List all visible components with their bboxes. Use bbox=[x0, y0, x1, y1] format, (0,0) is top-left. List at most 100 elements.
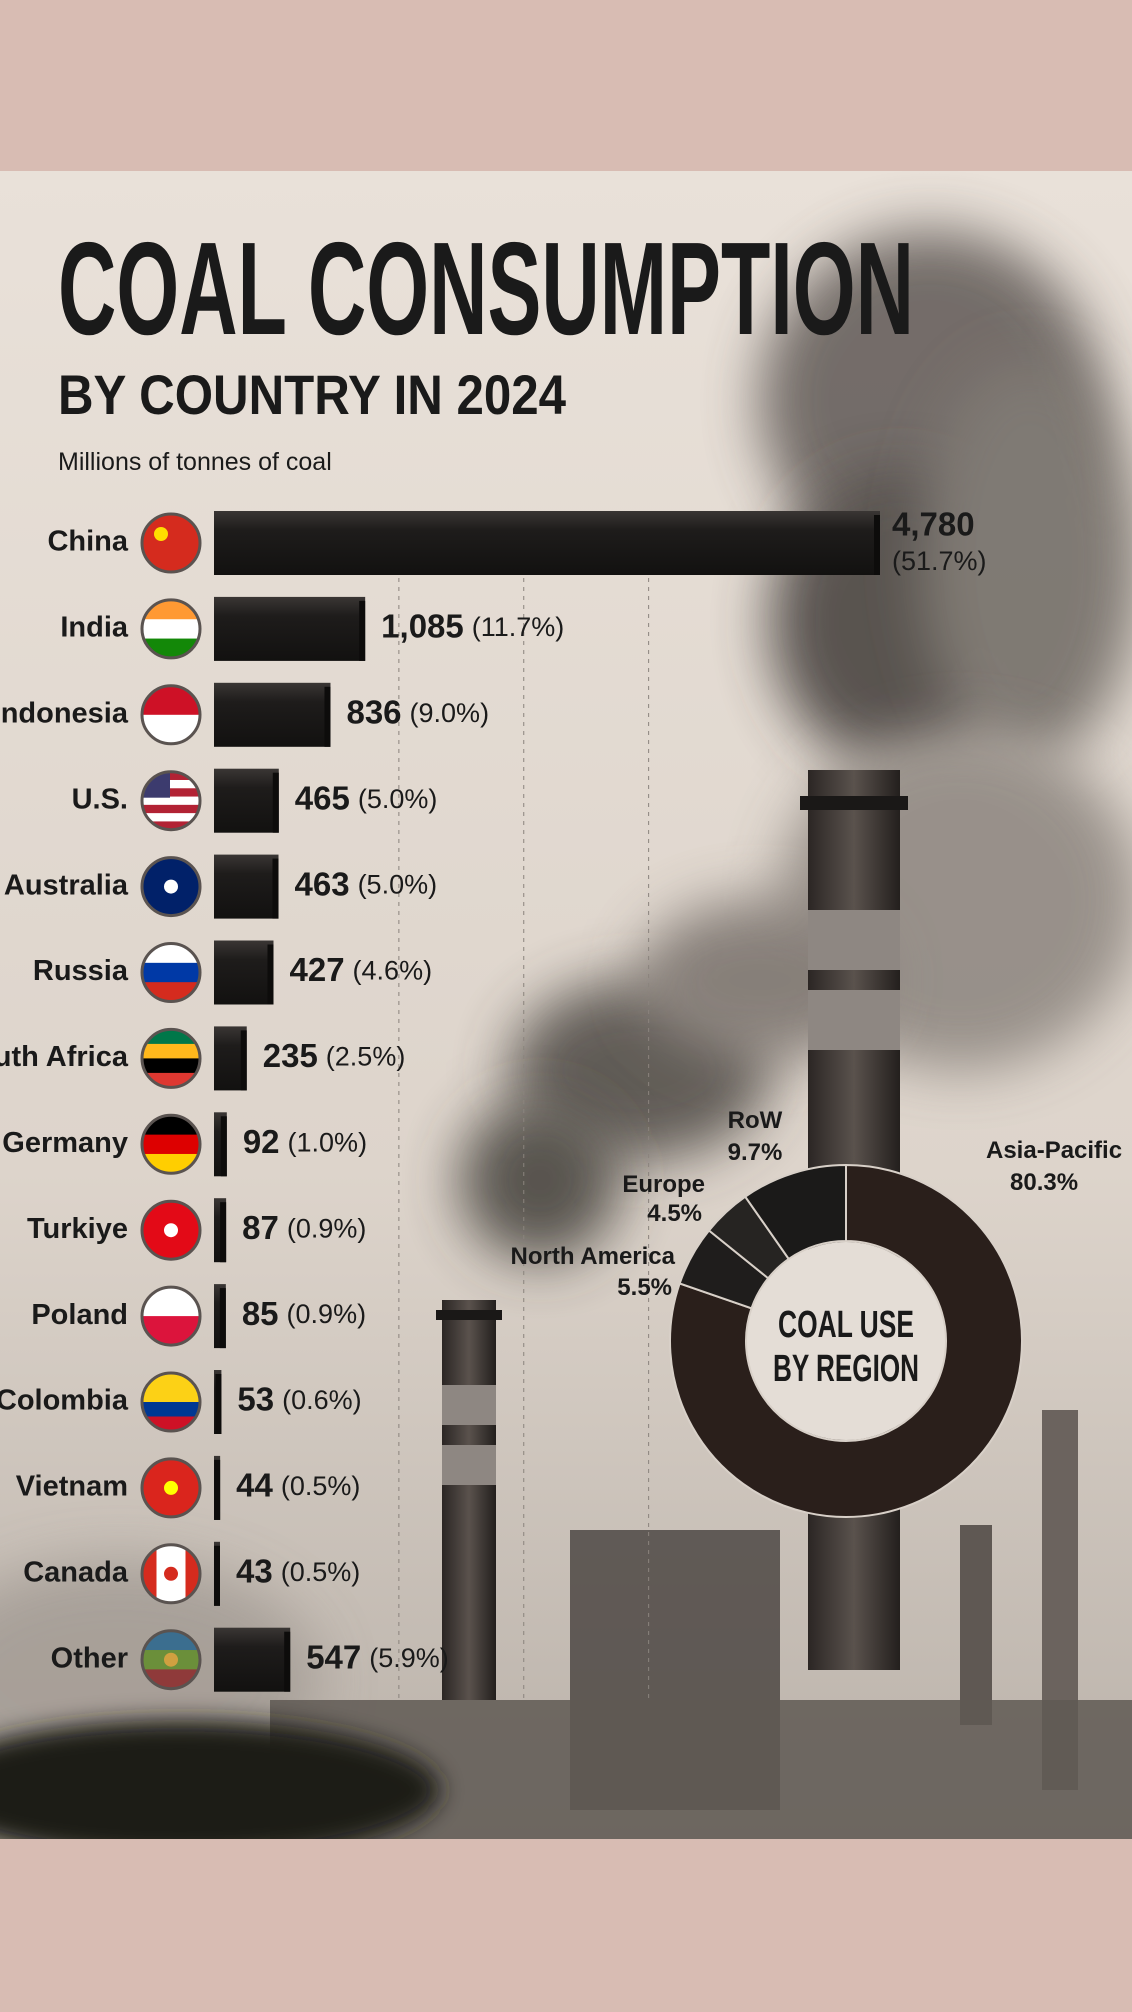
flag-stripe bbox=[142, 1387, 200, 1403]
share-label: (0.9%) bbox=[287, 1299, 367, 1329]
segment-name: RoW bbox=[728, 1107, 783, 1134]
share-label: (4.6%) bbox=[353, 956, 433, 986]
category-label: Turkiye bbox=[27, 1213, 128, 1245]
category-label: China bbox=[47, 526, 128, 558]
donut-title: BY REGION bbox=[773, 1348, 919, 1390]
flag-stripe bbox=[142, 804, 200, 814]
flag-emblem bbox=[154, 527, 168, 541]
flag-rim bbox=[140, 1629, 202, 1691]
flag-rim bbox=[140, 1113, 202, 1175]
flag-rim bbox=[140, 942, 202, 1003]
bar-edge bbox=[874, 515, 880, 575]
value-label: 43 bbox=[236, 1553, 273, 1590]
flag-icon bbox=[140, 1371, 202, 1433]
value-label: 92 bbox=[243, 1123, 280, 1160]
flag-rim bbox=[140, 1457, 202, 1519]
flag-icon bbox=[140, 1027, 202, 1089]
chart-subtitle: BY COUNTRY IN 2024 bbox=[58, 363, 566, 426]
bar-edge bbox=[220, 1116, 227, 1177]
share-label: (0.6%) bbox=[282, 1385, 362, 1415]
category-label: Indonesia bbox=[0, 697, 129, 729]
factory bbox=[0, 770, 1132, 1860]
share-label: (51.7%) bbox=[892, 546, 987, 576]
flag-emblem bbox=[164, 1566, 178, 1581]
value-label: 53 bbox=[237, 1381, 274, 1418]
bar bbox=[214, 854, 279, 919]
flag-emblem bbox=[164, 1480, 178, 1495]
donut-segment bbox=[743, 1163, 847, 1261]
flag-icon bbox=[140, 942, 202, 1003]
flag-stripe bbox=[142, 1402, 200, 1417]
value-label: 44 bbox=[236, 1467, 273, 1504]
value-label: 547 bbox=[306, 1638, 361, 1675]
segment-value: 4.5% bbox=[647, 1200, 702, 1227]
flag-stripe bbox=[142, 779, 200, 789]
bar-edge bbox=[272, 772, 279, 833]
flag-stripe bbox=[142, 619, 200, 640]
flag-icon bbox=[140, 1285, 202, 1347]
category-label: Vietnam bbox=[16, 1471, 128, 1503]
flag-emblem bbox=[164, 1223, 178, 1238]
category-label: Colombia bbox=[0, 1385, 129, 1417]
flag-icon bbox=[140, 856, 202, 918]
flag-rim bbox=[140, 1371, 202, 1433]
flag-icon bbox=[140, 1629, 202, 1691]
flag-emblem bbox=[164, 1652, 178, 1667]
bar bbox=[214, 768, 279, 833]
category-label: South Africa bbox=[0, 1041, 129, 1073]
flag-rim bbox=[140, 1027, 202, 1089]
bar-chart: China 4,780(51.7%) India 1,085 (11.7%) Indone… bbox=[0, 506, 987, 1700]
flag-body bbox=[142, 1458, 200, 1517]
flag-rim bbox=[140, 856, 202, 918]
share-label: (2.5%) bbox=[326, 1042, 406, 1072]
flag-body bbox=[142, 1201, 200, 1260]
flag-icon bbox=[140, 1113, 202, 1175]
share-label: (5.9%) bbox=[369, 1643, 449, 1673]
bar bbox=[214, 1627, 291, 1692]
flag-icon bbox=[140, 770, 202, 832]
category-label: Other bbox=[51, 1642, 128, 1674]
bar bbox=[214, 511, 880, 575]
bar-edge bbox=[220, 1202, 227, 1263]
bar bbox=[214, 940, 274, 1005]
flag-body bbox=[142, 514, 200, 572]
flag-icon bbox=[140, 598, 202, 660]
segment-value: 80.3% bbox=[1010, 1169, 1078, 1196]
flag-stripe bbox=[142, 1058, 200, 1074]
bar-edge bbox=[213, 1545, 220, 1606]
flag-stripe bbox=[142, 962, 200, 983]
category-label: Canada bbox=[23, 1556, 129, 1588]
flag-stripe bbox=[142, 821, 200, 830]
flag-rim bbox=[140, 684, 202, 746]
share-label: (9.0%) bbox=[410, 698, 490, 728]
flag-rim bbox=[140, 512, 202, 574]
category-label: Poland bbox=[31, 1299, 128, 1331]
top-band bbox=[0, 0, 1132, 171]
flag-rim bbox=[140, 1285, 202, 1347]
value-label: 235 bbox=[263, 1037, 318, 1074]
flag-icon bbox=[140, 1543, 202, 1605]
value-label: 463 bbox=[295, 865, 350, 902]
share-label: (5.0%) bbox=[358, 870, 438, 900]
flag-icon bbox=[140, 512, 202, 574]
category-label: India bbox=[60, 612, 129, 644]
bottom-band bbox=[0, 1839, 1132, 2012]
share-label: (0.9%) bbox=[287, 1213, 367, 1243]
unit-label: Millions of tonnes of coal bbox=[58, 448, 332, 476]
flag-icon bbox=[140, 1457, 202, 1519]
flag-icon bbox=[140, 684, 202, 746]
bar-edge bbox=[215, 1374, 222, 1434]
segment-value: 9.7% bbox=[728, 1139, 783, 1166]
bar-edge bbox=[219, 1288, 226, 1349]
category-label: Australia bbox=[4, 869, 129, 901]
flag-rim bbox=[140, 598, 202, 660]
flag-stripe bbox=[171, 1544, 186, 1603]
flag-rim bbox=[140, 770, 202, 832]
flag-stripe bbox=[142, 796, 200, 806]
value-label: 427 bbox=[289, 951, 344, 988]
flag-stripe bbox=[142, 1134, 200, 1155]
donut-title: COAL USE bbox=[778, 1304, 914, 1346]
chart-title: COAL CONSUMPTION bbox=[58, 215, 914, 362]
segment-name: North America bbox=[511, 1243, 676, 1270]
value-label: 4,780 bbox=[892, 506, 975, 543]
